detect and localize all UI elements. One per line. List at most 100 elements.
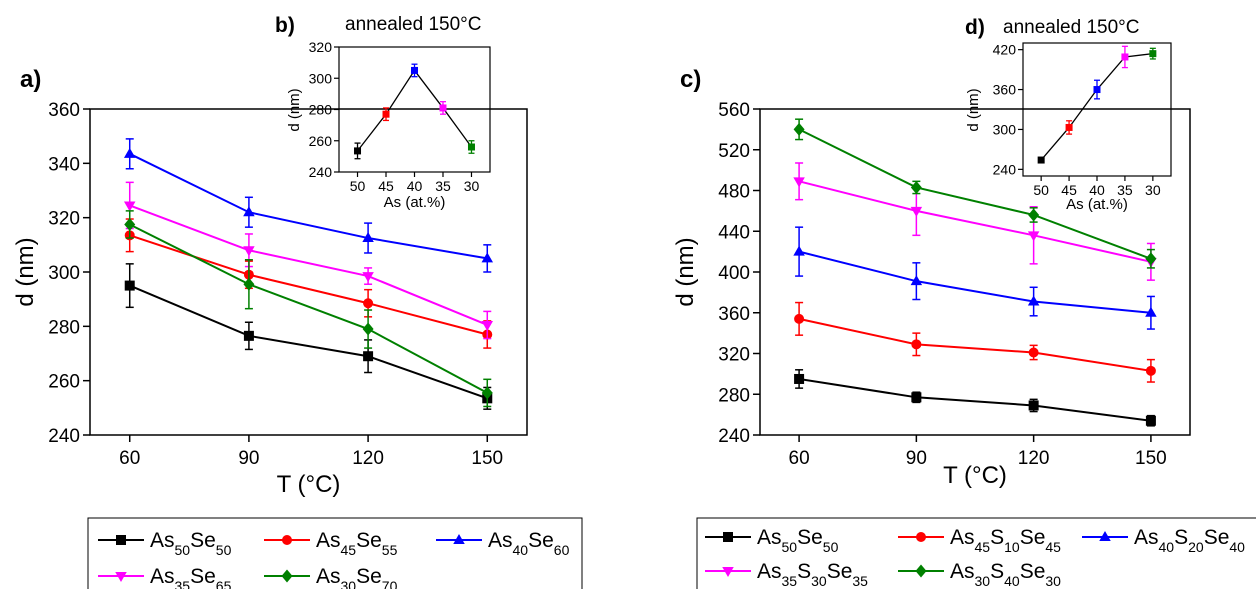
series-line — [129, 284, 488, 400]
legend-c: As50Se50 As45S10Se45 As40S20Se40 As35S30Se3… — [696, 517, 1256, 589]
x-tick-label: 30 — [1145, 182, 1161, 198]
data-point — [1028, 208, 1040, 222]
data-point — [1149, 50, 1157, 58]
y-tick-label: 440 — [718, 222, 750, 243]
x-tick-label: 120 — [1018, 448, 1050, 469]
y-tick-label: 360 — [993, 82, 1017, 98]
data-point — [123, 147, 136, 158]
data-point — [124, 280, 135, 291]
data-point — [1145, 415, 1156, 426]
legend-marker — [282, 535, 292, 545]
x-tick-label: 50 — [350, 178, 366, 194]
data-point — [1093, 86, 1101, 94]
series-line — [798, 128, 1152, 260]
y-tick-label: 280 — [309, 102, 333, 118]
data-point — [123, 201, 136, 212]
y-tick-label: 420 — [993, 42, 1017, 58]
legend-a-box — [87, 517, 583, 589]
y-tick-label: 300 — [309, 70, 333, 86]
series-line — [798, 377, 1152, 422]
x-tick-label: 50 — [1033, 182, 1049, 198]
chart-a-xlabel: T (°C) — [277, 471, 341, 498]
legend-marker — [116, 535, 126, 545]
chart-b: annealed 150°C 240 260 280 300 320 50 45 40 35 30… — [286, 14, 491, 211]
legend-marker — [1099, 531, 1111, 541]
panel-c-letter: c) — [680, 66, 701, 93]
data-point — [1145, 252, 1157, 266]
data-point — [362, 322, 374, 336]
x-tick-label: 150 — [1135, 448, 1167, 469]
x-tick-label: 60 — [789, 448, 810, 469]
data-point — [363, 351, 374, 362]
x-tick-label: 40 — [1089, 182, 1105, 198]
y-tick-label: 240 — [718, 426, 750, 447]
panel-d-letter: d) — [965, 16, 985, 39]
chart-d: annealed 150°C 240 300 360 420 50 45 40 35 30 As… — [965, 17, 1172, 213]
y-tick-label: 280 — [718, 385, 750, 406]
legend-label: As35S30Se35 — [757, 560, 868, 589]
data-point — [243, 277, 255, 291]
x-tick-label: 60 — [119, 448, 140, 469]
x-tick-label: 150 — [471, 448, 503, 469]
chart-a-frame — [89, 108, 528, 436]
chart-b-plot: 240 260 280 300 320 50 45 40 35 30 — [309, 39, 480, 194]
y-tick-label: 280 — [48, 317, 80, 338]
legend-marker — [115, 572, 127, 582]
y-tick-label: 260 — [48, 372, 80, 393]
data-point — [1145, 306, 1157, 317]
data-point — [794, 313, 805, 324]
legend-marker — [723, 532, 733, 542]
y-tick-label: 320 — [48, 209, 80, 230]
legend-label: As50Se50 — [150, 529, 232, 558]
y-tick-label: 300 — [48, 263, 80, 284]
y-tick-label: 360 — [718, 304, 750, 325]
x-tick-label: 40 — [407, 178, 423, 194]
y-tick-label: 400 — [718, 263, 750, 284]
data-point — [793, 122, 805, 136]
legend-label: As45Se55 — [316, 529, 398, 558]
y-tick-label: 240 — [309, 164, 333, 180]
data-point — [910, 275, 923, 286]
y-tick-label: 560 — [718, 100, 750, 121]
panel-a-letter: a) — [20, 66, 41, 93]
legend-marker — [916, 532, 926, 542]
chart-a-ylabel: d (nm) — [12, 237, 39, 306]
y-tick-label: 520 — [718, 141, 750, 162]
data-point — [363, 298, 374, 309]
data-point — [911, 392, 922, 403]
chart-c-xlabel: T (°C) — [943, 462, 1007, 489]
chart-c-ylabel: d (nm) — [672, 237, 699, 306]
y-tick-label: 360 — [48, 100, 80, 121]
chart-c-plot: 240 280 320 360 400 440 480 520 560 60 90 120 150 — [718, 100, 1166, 469]
data-point — [1028, 347, 1039, 358]
data-point — [481, 386, 493, 400]
data-point — [354, 147, 362, 155]
legend-marker — [722, 567, 734, 577]
series-line — [1040, 52, 1153, 161]
legend-label: As30S40Se30 — [950, 560, 1061, 589]
series-line — [798, 180, 1152, 263]
series-line — [798, 250, 1152, 314]
y-tick-label: 320 — [718, 345, 750, 366]
y-tick-label: 340 — [48, 154, 80, 175]
legend-a: As50Se50 As45Se55 As40Se60 As35Se65 As30Se70 — [87, 517, 583, 589]
legend-c-items: As50Se50 As45S10Se45 As40S20Se40 As35S30Se3… — [705, 526, 1245, 589]
chart-d-title: annealed 150°C — [1003, 17, 1140, 38]
y-tick-label: 260 — [309, 133, 333, 149]
data-point — [794, 373, 805, 384]
x-tick-label: 90 — [906, 448, 927, 469]
legend-label: As30Se70 — [316, 565, 398, 589]
data-point — [1065, 123, 1073, 131]
data-point — [243, 330, 254, 341]
legend-c-box — [696, 517, 1256, 589]
data-point — [911, 339, 922, 350]
chart-b-ylabel: d (nm) — [286, 88, 303, 131]
data-point — [1121, 53, 1129, 61]
legend-marker — [915, 564, 927, 578]
chart-d-ylabel: d (nm) — [965, 88, 982, 131]
x-tick-label: 35 — [435, 178, 451, 194]
y-tick-label: 300 — [993, 121, 1017, 137]
data-point — [382, 110, 390, 118]
data-point — [439, 104, 447, 112]
